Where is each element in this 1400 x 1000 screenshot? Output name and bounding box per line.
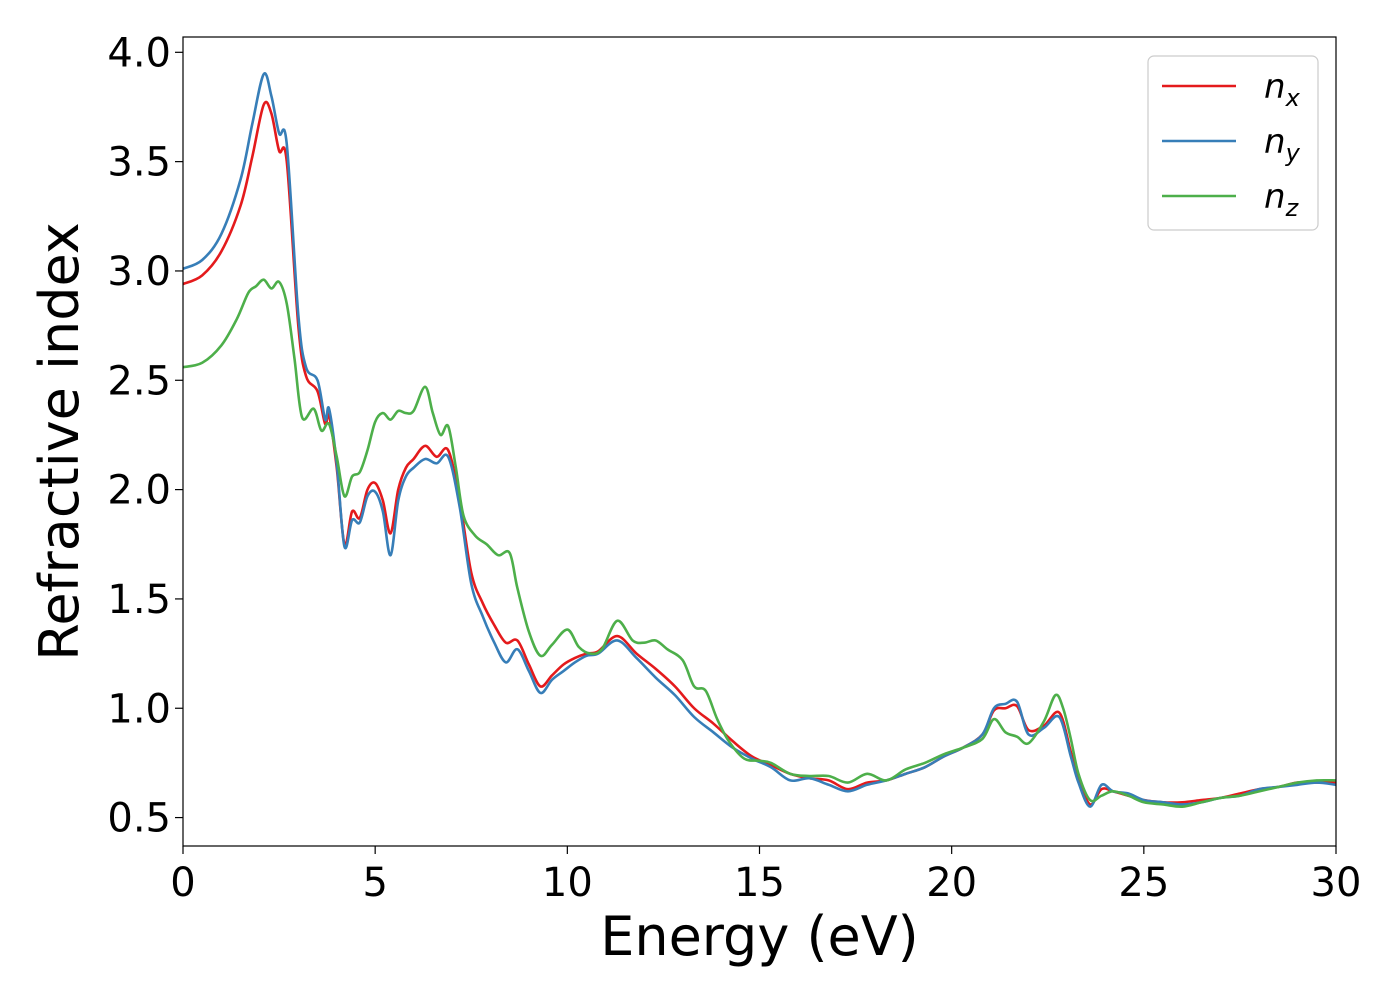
- y-tick-label: 3.0: [107, 249, 171, 295]
- y-tick-label: 3.5: [107, 140, 171, 186]
- y-axis: 0.5 1.0 1.5 2.0 2.5 3.0 3.5 4.0: [107, 30, 183, 842]
- x-axis-label: Energy (eV): [600, 905, 919, 968]
- legend-item-z[interactable]: nz: [1162, 177, 1300, 222]
- x-tick-label: 20: [926, 860, 977, 906]
- y-tick-label: 0.5: [107, 796, 171, 842]
- series-layer: [183, 72, 1336, 808]
- legend-item-y[interactable]: ny: [1162, 122, 1301, 167]
- y-tick-label: 2.5: [107, 358, 171, 404]
- x-tick-label: 5: [362, 860, 387, 906]
- x-tick-label: 25: [1118, 860, 1169, 906]
- y-axis-label: Refractive index: [28, 222, 91, 661]
- x-tick-label: 0: [170, 860, 195, 906]
- y-tick-label: 2.0: [107, 468, 171, 514]
- legend[interactable]: nx ny nz: [1147, 55, 1319, 231]
- x-tick-label: 30: [1311, 860, 1362, 906]
- x-tick-label: 10: [542, 860, 593, 906]
- legend-box: [1147, 55, 1319, 231]
- y-tick-label: 1.0: [107, 686, 171, 732]
- series-line-z: [183, 278, 1336, 808]
- legend-label-x: nx: [1264, 67, 1301, 112]
- legend-item-x[interactable]: nx: [1162, 67, 1301, 112]
- legend-label-y: ny: [1264, 122, 1301, 167]
- x-axis: 0 5 10 15 20 25 30: [170, 846, 1361, 906]
- series-line-y: [183, 72, 1336, 808]
- y-tick-label: 1.5: [107, 577, 171, 623]
- legend-label-z: nz: [1264, 177, 1300, 222]
- y-tick-label: 4.0: [107, 30, 171, 76]
- x-tick-label: 15: [734, 860, 785, 906]
